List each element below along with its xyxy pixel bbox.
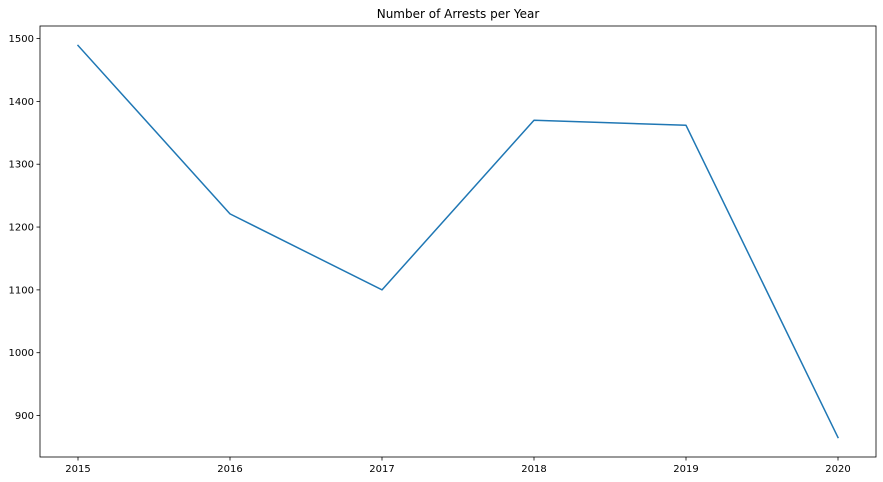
series-line xyxy=(76,44,840,439)
chart-title: Number of Arrests per Year xyxy=(377,7,540,21)
y-tick-label: 1200 xyxy=(9,223,34,234)
x-tick-label: 2016 xyxy=(217,464,242,475)
x-axis: 2015 2016 2017 2018 2019 2020 xyxy=(65,457,851,475)
series-layer xyxy=(76,44,840,439)
y-tick-label: 1000 xyxy=(9,348,34,359)
axes-frame xyxy=(39,25,877,458)
x-tick-label: 2019 xyxy=(673,464,698,475)
y-tick-label: 900 xyxy=(15,411,34,422)
x-tick-label: 2015 xyxy=(65,464,90,475)
y-axis: 900 1000 1100 1200 1300 1400 1500 xyxy=(9,34,40,422)
x-tick-label: 2020 xyxy=(825,464,850,475)
y-tick-label: 1100 xyxy=(9,285,34,296)
x-tick-label: 2017 xyxy=(369,464,394,475)
y-tick-label: 1400 xyxy=(9,97,34,108)
x-tick-label: 2018 xyxy=(521,464,546,475)
y-tick-label: 1300 xyxy=(9,160,34,171)
plot-area xyxy=(39,25,877,458)
y-tick-label: 1500 xyxy=(9,34,34,45)
